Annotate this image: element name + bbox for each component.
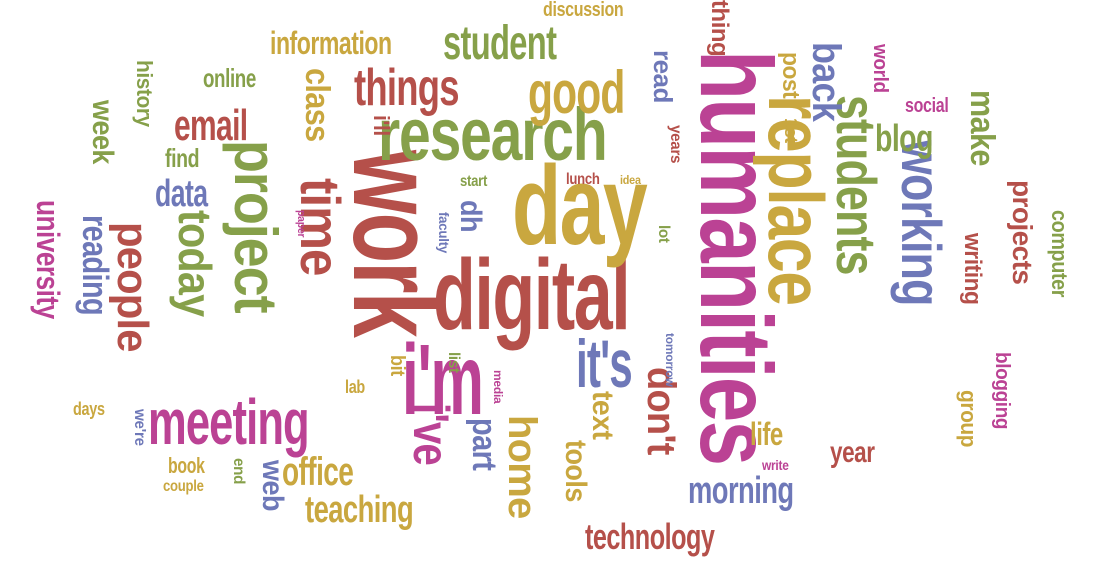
word-class: class (298, 68, 336, 142)
word-working: working (890, 140, 953, 306)
word-thing: thing (706, 0, 733, 57)
word-social: social (905, 95, 949, 117)
word-text: text (586, 391, 619, 440)
word-idea: idea (620, 173, 641, 187)
word-home: home (500, 415, 544, 519)
word-year: year (830, 436, 875, 469)
word-reading: reading (75, 215, 116, 315)
word-find: find (165, 143, 200, 173)
word-people: people (108, 222, 157, 352)
word-online: online (203, 63, 256, 93)
word-writing: writing (959, 233, 986, 305)
word-world: world (869, 44, 891, 93)
word-information: information (270, 25, 392, 61)
word-part: part (465, 418, 503, 471)
word-teaching: teaching (305, 489, 414, 531)
word-group: group (956, 390, 981, 448)
word-web: web (256, 460, 289, 511)
word-week: week (86, 100, 119, 164)
word-i-ll: i'll (369, 115, 394, 136)
word-i-m: i'm (402, 324, 484, 436)
word-tomorrow: tomorrow (663, 333, 677, 387)
word-faculty: faculty (436, 212, 452, 254)
word-day: day (512, 143, 648, 268)
word-research: research (378, 93, 608, 176)
word-university: university (30, 200, 66, 319)
word-days: days (73, 399, 105, 419)
word-list: list (445, 352, 462, 373)
word-lab: lab (345, 377, 365, 397)
word-blog: blog (875, 118, 933, 160)
word-history: history (132, 60, 157, 127)
word-end: end (230, 458, 247, 485)
word-email: email (174, 101, 248, 150)
word-blogging: blogging (991, 352, 1013, 430)
word-lunch: lunch (566, 171, 600, 188)
word-1st: 1st (781, 118, 801, 143)
word-student: student (443, 17, 557, 70)
word-meeting: meeting (148, 386, 310, 458)
word-couple: couple (163, 478, 204, 495)
word-back: back (804, 42, 848, 122)
word-start: start (460, 173, 488, 190)
word-tools: tools (559, 440, 592, 502)
word-years: years (667, 125, 684, 164)
word-dh: dh (454, 200, 487, 232)
word-bit: bit (386, 355, 408, 376)
word-discussion: discussion (543, 0, 624, 21)
word-today: today (169, 210, 221, 317)
word-good: good (528, 59, 625, 126)
word-media: media (491, 370, 505, 404)
word-digital: digital (433, 239, 631, 351)
word-projects: projects (1007, 180, 1038, 285)
word-make: make (963, 90, 1001, 166)
word-life: life (750, 416, 783, 452)
word-read: read (648, 50, 678, 103)
word-morning: morning (688, 470, 794, 512)
word-book: book (168, 453, 205, 478)
word-things: things (354, 59, 460, 117)
word-computer: computer (1047, 210, 1072, 298)
word-project: project (222, 140, 289, 313)
word-post: post (777, 52, 804, 99)
word-i-ve: i've (403, 403, 459, 465)
word-data: data (155, 173, 208, 215)
word-we-re: we're (131, 409, 148, 446)
word-paper: paper (295, 210, 307, 238)
word-office: office (282, 450, 354, 494)
word-technology: technology (585, 516, 715, 557)
word-write: write (762, 457, 789, 473)
word-lot: lot (655, 225, 672, 243)
word-it-s: it's (576, 326, 633, 402)
